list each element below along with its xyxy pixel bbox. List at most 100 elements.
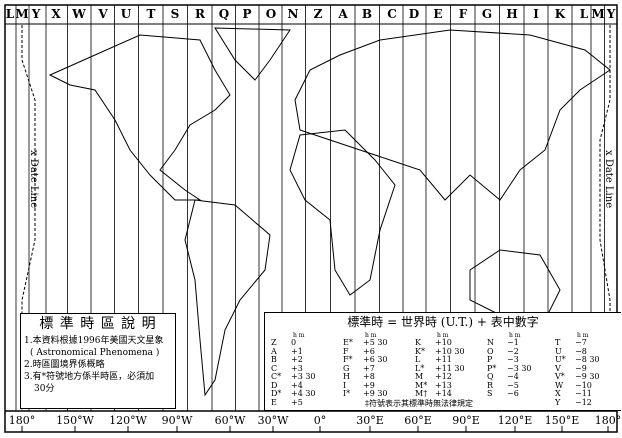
zone-letter: B [361, 7, 373, 21]
zone-letter: H [506, 7, 518, 21]
zone-code: M† [415, 389, 428, 398]
zone-offset: +4 30 [291, 389, 316, 398]
zone-code: D* [271, 389, 282, 398]
legend-box: 標準時 = 世界時 (U.T.) + 表中數字 h m Z 0 A +1 B +2 C +3 C*… [264, 312, 621, 411]
legend-row: U −8 [555, 346, 600, 357]
zone-offset: −3 [507, 355, 519, 364]
longitude-label: 30°W [257, 414, 289, 427]
zone-offset: +1 [291, 346, 303, 356]
zone-offset: +12 [435, 372, 452, 381]
zone-code: F* [343, 355, 353, 364]
zone-code: E [271, 397, 277, 407]
longitude-label: 120°E [497, 414, 533, 427]
zone-offset: +11 [435, 355, 452, 364]
zone-code: P* [487, 363, 497, 373]
zone-offset: −8 30 [575, 355, 600, 364]
zone-letter: P [242, 7, 252, 21]
zone-offset: +2 [291, 355, 303, 364]
zone-code: P [487, 355, 493, 364]
zone-code: N [487, 338, 494, 347]
zone-letter: Y [31, 7, 41, 21]
zone-code: B [271, 355, 277, 364]
zone-offset: +6 30 [363, 355, 388, 364]
legend-row: E* +5 30 [343, 338, 388, 348]
zone-code: D [271, 380, 278, 390]
legend-footnote: ‡符號表示其標準時無法律規定 [365, 399, 473, 408]
zone-letter: X [51, 7, 61, 21]
zone-letter: N [287, 7, 299, 21]
zone-letter: G [481, 7, 493, 21]
longitude-label: 150°W [56, 414, 94, 427]
zone-offset: −12 [575, 397, 592, 407]
legend-row: C* +3 30 [271, 372, 316, 382]
zone-offset: +10 30 [435, 346, 465, 356]
zone-code: I* [343, 389, 351, 398]
zone-offset: +5 [291, 397, 303, 407]
zone-letter: L [579, 7, 589, 21]
zone-offset: +13 [435, 380, 452, 390]
legend-row: F* +6 30 [343, 355, 388, 365]
legend-column: h m T −7 U −8 U* −8 30 V −9 V* −9 30 W −10 X −11 Y −12 [555, 332, 600, 407]
longitude-label: 30°E [356, 414, 384, 427]
zone-code: Y [555, 397, 561, 407]
legend-row: L* +11 30 [415, 363, 465, 374]
longitude-label: 150°E [544, 414, 580, 427]
zone-code: G [343, 363, 350, 373]
legend-column: h m N −1 O −2 P −3 P* −3 30 Q −4 R −5 S −6 [487, 332, 532, 399]
legend-row: L +11 [415, 355, 465, 365]
legend-row: T −7 [555, 338, 600, 348]
legend-row: H +8 [343, 372, 388, 382]
legend-row: I* +9 30 [343, 389, 388, 399]
legend-row: M* +13 [415, 380, 465, 391]
africa [289, 129, 396, 296]
zone-offset: −7 [575, 338, 587, 347]
zone-offset: −2 [507, 346, 519, 356]
zone-offset: +11 30 [435, 363, 465, 373]
note-3-cont: 30分 [34, 384, 55, 394]
longitude-label: 90°E [452, 414, 480, 427]
legend-row: P* −3 30 [487, 363, 532, 374]
legend-row: Y −12 [555, 397, 600, 408]
unit-label: h m [293, 332, 305, 339]
zone-offset: −5 [507, 380, 519, 390]
zone-code: Z [271, 338, 277, 347]
legend-row: Q −4 [487, 372, 532, 382]
zone-code: U* [555, 355, 566, 364]
zone-offset: +4 [291, 380, 303, 390]
notes-title: 標 準 時 區 說 明 [39, 316, 157, 332]
zone-letter: S [170, 7, 180, 21]
zone-offset: +14 [435, 389, 452, 398]
legend-row: V* −9 30 [555, 372, 600, 382]
zone-offset: −6 [507, 389, 519, 398]
note-1: 1.本資料根據1996年美國天文星象 [24, 336, 164, 346]
zone-code: V [555, 363, 561, 373]
zone-offset: −1 [507, 338, 519, 347]
legend-row: U* −8 30 [555, 355, 600, 365]
zone-code: I [343, 380, 347, 390]
legend-title: 標準時 = 世界時 (U.T.) + 表中數字 [347, 315, 539, 329]
zone-letter: W [72, 7, 86, 21]
zone-letter: Z [313, 7, 323, 21]
zone-letter: O [265, 7, 277, 21]
zone-offset: −9 [575, 363, 587, 373]
legend-row: W −10 [555, 381, 600, 391]
legend-row: E +5 [271, 397, 316, 408]
unit-label: h m [577, 332, 589, 339]
zone-code: M [415, 372, 424, 381]
legend-row: K +10 [415, 338, 465, 348]
longitude-label: 60°W [214, 414, 246, 427]
legend-row: G +7 [343, 363, 388, 374]
zone-offset: +3 30 [291, 372, 316, 381]
zone-code: T [555, 338, 561, 347]
zone-code: R [487, 380, 494, 390]
zone-offset: −4 [507, 372, 519, 381]
legend-row: N −1 [487, 338, 532, 348]
zone-letter: L [5, 7, 15, 21]
zone-letter: R [195, 7, 205, 21]
zone-code: U [555, 346, 562, 356]
legend-row: K* +10 30 [415, 346, 465, 357]
zone-code: X [555, 389, 561, 398]
date-line-label-right: x Date Line [603, 150, 614, 209]
longitude-label: 120°W [109, 414, 147, 427]
legend-column: h m Z 0 A +1 B +2 C +3 C* +3 30 D +4 D* +4 30 E +5 [271, 332, 316, 407]
